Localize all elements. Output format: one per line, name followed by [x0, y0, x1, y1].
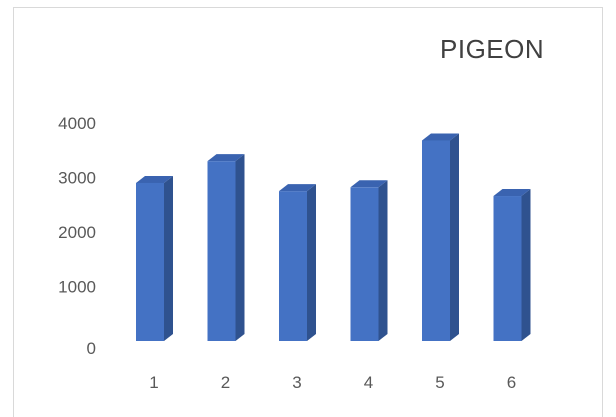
- bar-front-face: [207, 161, 236, 341]
- bar-top-face: [493, 189, 531, 197]
- bar-front-face: [279, 191, 307, 341]
- x-tick-label: 1: [149, 373, 158, 392]
- bar-4: [350, 180, 388, 341]
- bar-front-face: [493, 196, 522, 341]
- chart-title: PIGEON: [440, 34, 545, 64]
- bar-side-face: [307, 184, 316, 341]
- bar-top-face: [422, 133, 459, 141]
- bar-front-face: [422, 140, 450, 341]
- y-tick-label: 4000: [58, 114, 96, 133]
- bar-side-face: [235, 154, 245, 341]
- bar-front-face: [350, 187, 379, 341]
- x-tick-label: 6: [507, 373, 516, 392]
- bar-top-face: [350, 180, 388, 188]
- bar-front-face: [136, 182, 164, 341]
- y-tick-label: 2000: [58, 223, 96, 242]
- x-tick-label: 5: [435, 373, 444, 392]
- bar-2: [207, 154, 245, 341]
- x-tick-label: 3: [292, 373, 301, 392]
- bar-side-face: [164, 175, 173, 341]
- bar-1: [136, 175, 173, 341]
- bar-side-face: [521, 189, 531, 341]
- bar-6: [493, 189, 531, 341]
- y-tick-label: 0: [87, 339, 96, 358]
- bars: [136, 133, 531, 341]
- bar-5: [422, 133, 459, 341]
- bar-3: [279, 184, 316, 341]
- bar-top-face: [279, 184, 316, 192]
- bar-side-face: [450, 133, 459, 341]
- x-axis: 1 2 3 4 5 6: [149, 373, 516, 392]
- bar-top-face: [136, 175, 173, 183]
- y-tick-label: 1000: [58, 278, 96, 297]
- x-tick-label: 2: [221, 373, 230, 392]
- x-tick-label: 4: [364, 373, 373, 392]
- y-tick-label: 3000: [58, 169, 96, 188]
- bar-side-face: [378, 180, 388, 341]
- bar-top-face: [207, 154, 245, 162]
- y-axis: 0 1000 2000 3000 4000: [58, 114, 96, 358]
